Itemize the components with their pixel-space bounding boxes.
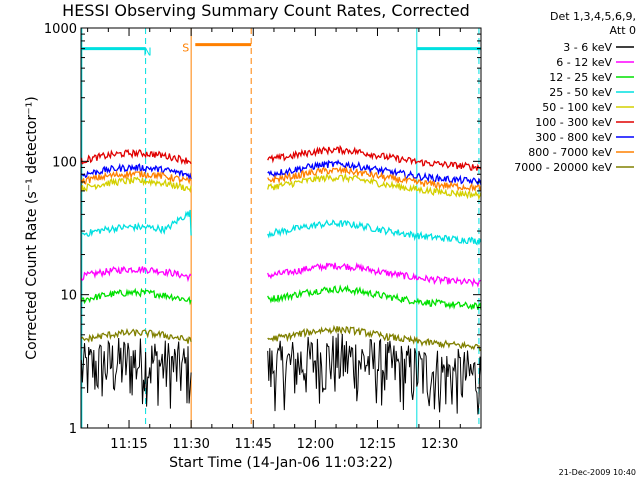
legend-item: 25 - 50 keV <box>549 86 634 99</box>
x-tick-label: 12:00 <box>297 437 334 452</box>
legend-label: 6 - 12 keV <box>556 56 612 69</box>
x-tick-label: 11:30 <box>172 437 209 452</box>
legend-item: 3 - 6 keV <box>563 41 634 54</box>
series-300-800-kev <box>80 159 482 187</box>
legend-header-line-2: Att 0 <box>610 24 636 37</box>
legend-label: 50 - 100 keV <box>542 101 612 114</box>
legend-item: 100 - 300 keV <box>535 116 634 129</box>
legend-label: 3 - 6 keV <box>563 41 612 54</box>
series-6-12-kev <box>80 261 482 288</box>
legend-label: 25 - 50 keV <box>549 86 612 99</box>
y-tick-label: 100 <box>52 155 77 170</box>
x-tick-label: 11:45 <box>235 437 272 452</box>
plot-frame <box>80 27 482 429</box>
legend-item: 7000 - 20000 keV <box>514 161 634 174</box>
series-12-25-kev <box>80 284 482 310</box>
chart-title: HESSI Observing Summary Count Rates, Cor… <box>62 1 470 20</box>
legend-label: 300 - 800 keV <box>535 131 612 144</box>
y-tick-label: 1 <box>69 422 77 437</box>
footer-date: 21-Dec-2009 10:40 <box>559 468 636 477</box>
legend-label: 800 - 7000 keV <box>528 146 612 159</box>
flag-label-N: N <box>143 46 151 59</box>
legend-label: 7000 - 20000 keV <box>514 161 612 174</box>
x-axis-label: Start Time (14-Jan-06 11:03:22) <box>169 455 393 471</box>
series-25-50-kev <box>80 209 482 246</box>
x-tick-label: 11:15 <box>110 437 147 452</box>
y-tick-label: 10 <box>60 289 77 304</box>
legend-label: 12 - 25 keV <box>549 71 612 84</box>
x-tick-label: 12:15 <box>359 437 396 452</box>
series-800-7000-kev <box>80 165 482 193</box>
legend: 3 - 6 keV 6 - 12 keV 12 - 25 keV 25 - 50 ke… <box>514 41 634 174</box>
legend-item: 300 - 800 keV <box>535 131 634 144</box>
legend-header-line-1: Det 1,3,4,5,6,9, <box>550 10 636 23</box>
x-axis: 11:15 11:30 11:45 12:00 12:15 12:30 <box>87 28 461 452</box>
legend-item: 6 - 12 keV <box>556 56 634 69</box>
legend-label: 100 - 300 keV <box>535 116 612 129</box>
series-7000-20000-kev <box>80 324 482 352</box>
y-axis: 1 10 100 1000 <box>44 22 481 437</box>
y-tick-label: 1000 <box>44 22 77 37</box>
flag-label-S: S <box>182 42 189 55</box>
series-50-100-kev <box>80 172 482 201</box>
x-tick-label: 12:30 <box>421 437 458 452</box>
y-axis-label: Corrected Count Rate (s⁻¹ detector⁻¹) <box>24 96 40 359</box>
legend-item: 800 - 7000 keV <box>528 146 634 159</box>
legend-item: 50 - 100 keV <box>542 101 634 114</box>
series-3-6-kev <box>80 333 482 415</box>
series-100-300-kev <box>80 144 482 171</box>
legend-item: 12 - 25 keV <box>549 71 634 84</box>
